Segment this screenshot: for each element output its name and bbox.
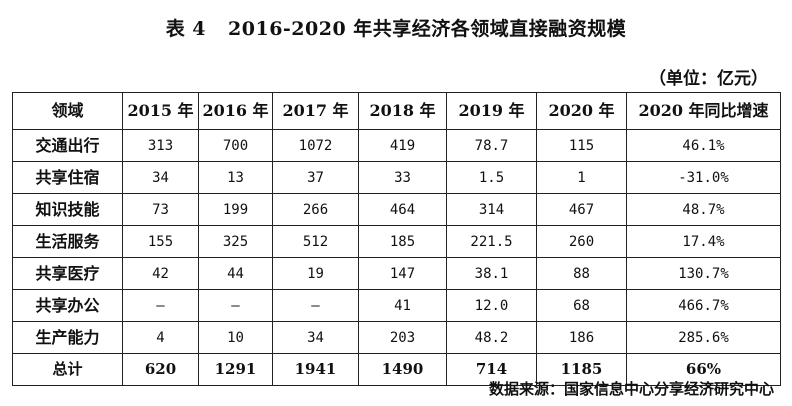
value-cell: 78.7	[446, 129, 537, 162]
value-cell: 42	[122, 257, 199, 290]
value-cell: 38.1	[446, 257, 537, 290]
value-cell: 314	[446, 193, 537, 226]
table-row: 共享办公 — — — 41 12.0 68 466.7%	[12, 289, 781, 322]
growth-cell: 48.7%	[626, 193, 781, 226]
value-cell: 1.5	[446, 161, 537, 194]
header-cell: 领域	[12, 92, 123, 130]
table-row: 生产能力 4 10 34 203 48.2 186 285.6%	[12, 321, 781, 354]
growth-cell: 130.7%	[626, 257, 781, 290]
total-growth-cell: 66%	[626, 353, 781, 386]
value-cell: 419	[358, 129, 447, 162]
category-cell: 交通出行	[12, 129, 123, 162]
header-cell: 2020 年同比增速	[626, 92, 781, 130]
header-cell: 2017 年	[272, 92, 359, 130]
category-cell: 共享医疗	[12, 257, 123, 290]
value-cell: 19	[272, 257, 359, 290]
growth-cell: 285.6%	[626, 321, 781, 354]
value-cell: 221.5	[446, 225, 537, 258]
value-cell: 464	[358, 193, 447, 226]
category-cell: 共享住宿	[12, 161, 123, 194]
value-cell: 467	[536, 193, 627, 226]
value-cell: 203	[358, 321, 447, 354]
value-cell: 147	[358, 257, 447, 290]
value-cell: 10	[198, 321, 273, 354]
table-number: 表 4	[165, 18, 207, 40]
value-cell: 1072	[272, 129, 359, 162]
value-cell: 266	[272, 193, 359, 226]
header-cell: 2015 年	[122, 92, 199, 130]
value-cell: 512	[272, 225, 359, 258]
value-cell: 185	[358, 225, 447, 258]
total-value-cell: 1291	[198, 353, 273, 386]
unit-note: （单位：亿元）	[649, 69, 768, 89]
value-cell: 48.2	[446, 321, 537, 354]
value-cell: —	[198, 289, 273, 322]
value-cell: 41	[358, 289, 447, 322]
value-cell: 68	[536, 289, 627, 322]
table-row: 知识技能 73 199 266 464 314 467 48.7%	[12, 193, 781, 226]
table-title: 表 4 2016-2020 年共享经济各领域直接融资规模	[0, 14, 792, 41]
total-label-cell: 总计	[12, 353, 123, 386]
value-cell: 12.0	[446, 289, 537, 322]
total-row: 总计 620 1291 1941 1490 714 1185 66%	[12, 353, 781, 386]
table-row: 生活服务 155 325 512 185 221.5 260 17.4%	[12, 225, 781, 258]
category-cell: 共享办公	[12, 289, 123, 322]
value-cell: 88	[536, 257, 627, 290]
value-cell: 33	[358, 161, 447, 194]
data-source-note: 数据来源：国家信息中心分享经济研究中心	[488, 380, 774, 398]
growth-cell: 46.1%	[626, 129, 781, 162]
header-row: 领域 2015 年 2016 年 2017 年 2018 年 2019 年 20…	[12, 92, 781, 130]
table-title-text: 2016-2020 年共享经济各领域直接融资规模	[228, 18, 627, 40]
header-cell: 2016 年	[198, 92, 273, 130]
value-cell: 1	[536, 161, 627, 194]
value-cell: 700	[198, 129, 273, 162]
value-cell: 37	[272, 161, 359, 194]
table-row: 交通出行 313 700 1072 419 78.7 115 46.1%	[12, 129, 781, 162]
value-cell: 199	[198, 193, 273, 226]
value-cell: 34	[122, 161, 199, 194]
value-cell: 73	[122, 193, 199, 226]
value-cell: 260	[536, 225, 627, 258]
value-cell: 4	[122, 321, 199, 354]
table-row: 共享住宿 34 13 37 33 1.5 1 -31.0%	[12, 161, 781, 194]
value-cell: 115	[536, 129, 627, 162]
table-row: 共享医疗 42 44 19 147 38.1 88 130.7%	[12, 257, 781, 290]
value-cell: 13	[198, 161, 273, 194]
category-cell: 知识技能	[12, 193, 123, 226]
value-cell: 44	[198, 257, 273, 290]
growth-cell: 466.7%	[626, 289, 781, 322]
value-cell: 155	[122, 225, 199, 258]
value-cell: 186	[536, 321, 627, 354]
total-value-cell: 620	[122, 353, 199, 386]
header-cell: 2020 年	[536, 92, 627, 130]
category-cell: 生产能力	[12, 321, 123, 354]
total-value-cell: 1490	[358, 353, 447, 386]
value-cell: —	[122, 289, 199, 322]
value-cell: —	[272, 289, 359, 322]
financing-table: 领域 2015 年 2016 年 2017 年 2018 年 2019 年 20…	[12, 92, 781, 386]
total-value-cell: 1941	[272, 353, 359, 386]
value-cell: 325	[198, 225, 273, 258]
growth-cell: 17.4%	[626, 225, 781, 258]
total-value-cell: 1185	[536, 353, 627, 386]
value-cell: 34	[272, 321, 359, 354]
category-cell: 生活服务	[12, 225, 123, 258]
header-cell: 2018 年	[358, 92, 447, 130]
value-cell: 313	[122, 129, 199, 162]
growth-cell: -31.0%	[626, 161, 781, 194]
header-cell: 2019 年	[446, 92, 537, 130]
